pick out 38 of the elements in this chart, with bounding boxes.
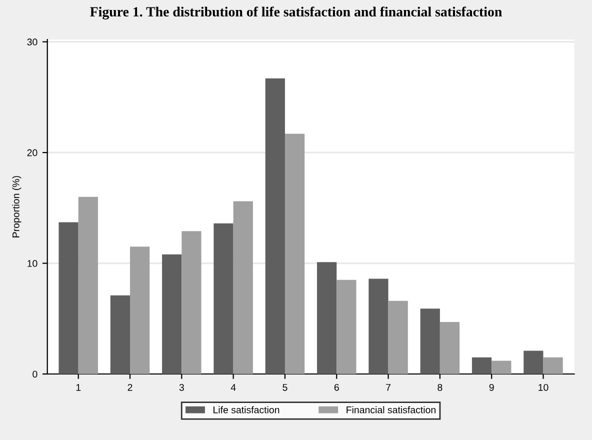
y-tick-label: 0 bbox=[32, 370, 38, 378]
y-tick-label: 30 bbox=[27, 38, 38, 46]
bar bbox=[58, 222, 78, 374]
bar bbox=[543, 357, 563, 374]
bar bbox=[284, 134, 305, 374]
bar bbox=[78, 196, 98, 374]
chart-title: Figure 1. The distribution of life satisfaction and financial satisfaction bbox=[90, 6, 502, 20]
x-tick-label: 9 bbox=[489, 384, 494, 391]
y-axis-title: Proportion (%) bbox=[12, 176, 22, 238]
legend-label: Life satisfaction bbox=[214, 406, 280, 414]
x-tick-label: 5 bbox=[282, 384, 288, 391]
x-tick-label: 7 bbox=[386, 384, 390, 391]
x-tick-label: 2 bbox=[128, 384, 132, 391]
bar bbox=[492, 360, 512, 374]
bar bbox=[317, 262, 337, 374]
bar bbox=[440, 322, 460, 374]
bar bbox=[388, 300, 408, 374]
bar bbox=[162, 254, 182, 374]
x-tick-label: 1 bbox=[76, 384, 81, 391]
bar bbox=[214, 223, 234, 374]
bar bbox=[368, 278, 388, 374]
bar bbox=[265, 78, 285, 374]
bar bbox=[336, 280, 356, 374]
x-tick-label: 10 bbox=[538, 384, 548, 391]
x-tick-label: 3 bbox=[179, 384, 184, 391]
bar bbox=[182, 231, 202, 374]
bar bbox=[420, 308, 440, 374]
bar bbox=[524, 350, 544, 374]
x-tick-label: 4 bbox=[230, 384, 236, 391]
bar bbox=[472, 357, 492, 374]
x-tick-label: 8 bbox=[438, 384, 442, 391]
bar bbox=[233, 201, 253, 374]
bar bbox=[130, 246, 150, 374]
y-tick-label: 10 bbox=[28, 260, 38, 267]
bar bbox=[110, 295, 130, 374]
x-tick-label: 6 bbox=[334, 384, 339, 391]
y-tick-label: 20 bbox=[27, 149, 38, 156]
legend-label: Financial satisfaction bbox=[346, 406, 436, 414]
